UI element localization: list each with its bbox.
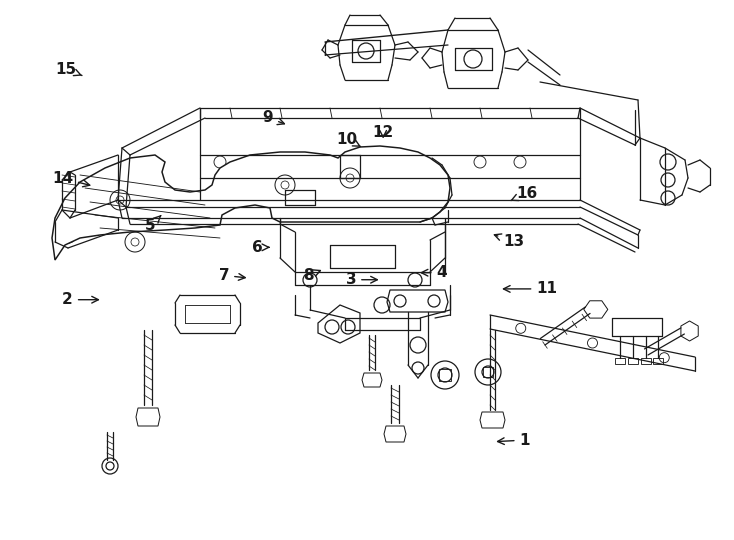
- Text: 7: 7: [219, 268, 245, 283]
- Text: 9: 9: [263, 110, 284, 125]
- Text: 15: 15: [56, 62, 82, 77]
- Text: 16: 16: [511, 186, 537, 201]
- Text: 2: 2: [62, 292, 98, 307]
- Text: 6: 6: [252, 240, 269, 255]
- Text: 5: 5: [145, 215, 161, 233]
- Text: 11: 11: [504, 281, 557, 296]
- Text: 8: 8: [303, 268, 321, 283]
- Polygon shape: [52, 146, 450, 260]
- Text: 12: 12: [373, 125, 393, 140]
- Text: 4: 4: [421, 265, 447, 280]
- Text: 14: 14: [52, 171, 90, 187]
- Text: 13: 13: [495, 234, 524, 249]
- Text: 3: 3: [346, 272, 377, 287]
- Text: 1: 1: [498, 433, 530, 448]
- Text: 10: 10: [337, 132, 360, 147]
